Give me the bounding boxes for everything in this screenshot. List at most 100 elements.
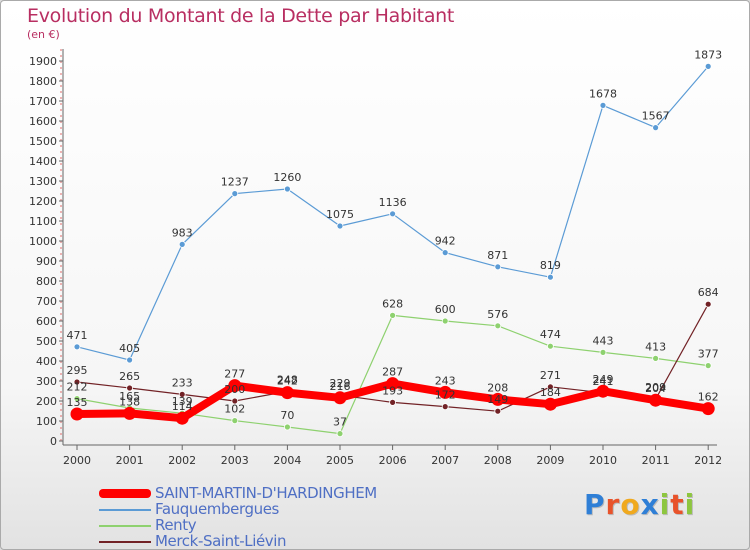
legend-swatch: [99, 525, 151, 527]
data-label-renty: 212: [67, 381, 88, 394]
logo-letter: i: [684, 488, 696, 521]
data-point-renty: [441, 317, 449, 325]
x-tick-label: 2003: [221, 454, 249, 467]
data-label-fauquembergues: 1873: [694, 48, 722, 61]
data-point-fauquembergues: [441, 249, 449, 257]
data-point-renty: [599, 348, 607, 356]
data-point-saint-martin-d-hardinghem: [649, 393, 663, 407]
data-label-renty: 474: [540, 328, 561, 341]
chart-unit-label: (en €): [27, 28, 60, 41]
data-label-saint-martin-d-hardinghem: 277: [224, 368, 245, 381]
x-tick-label: 2006: [379, 454, 407, 467]
legend-label: Merck-Saint-Liévin: [155, 532, 287, 550]
data-point-merck-saint-li-vin: [547, 383, 554, 391]
data-label-renty: 139: [172, 395, 193, 408]
axes: 0 100 200 300 400 500 600 700 800 900 1000 1100 1200…: [29, 49, 722, 467]
data-label-renty: 165: [119, 390, 140, 403]
data-label-saint-martin-d-hardinghem: 184: [540, 386, 561, 399]
data-point-saint-martin-d-hardinghem: [228, 379, 242, 393]
y-tick-label: 100: [36, 415, 57, 428]
chart-title: Evolution du Montant de la Dette par Hab…: [27, 5, 455, 27]
data-point-renty: [494, 322, 502, 330]
data-label-merck-saint-li-vin: 271: [540, 369, 561, 382]
data-point-fauquembergues: [126, 356, 134, 364]
data-label-fauquembergues: 1260: [273, 171, 301, 184]
data-label-merck-saint-li-vin: 233: [172, 376, 193, 389]
data-point-merck-saint-li-vin: [494, 407, 502, 415]
y-tick-label: 200: [36, 395, 57, 408]
data-point-fauquembergues: [283, 185, 291, 193]
data-label-renty: 576: [487, 308, 508, 321]
y-tick-label: 1100: [29, 215, 57, 228]
data-label-fauquembergues: 471: [67, 329, 88, 342]
data-point-renty: [389, 311, 397, 319]
data-point-fauquembergues: [494, 263, 502, 271]
data-label-saint-martin-d-hardinghem: 208: [487, 381, 508, 394]
data-point-saint-martin-d-hardinghem: [280, 386, 294, 400]
data-point-fauquembergues: [178, 240, 186, 248]
y-tick-label: 0: [50, 435, 57, 448]
x-tick-label: 2001: [116, 454, 144, 467]
data-label-merck-saint-li-vin: 172: [435, 389, 456, 402]
x-tick-label: 2009: [536, 454, 564, 467]
data-point-saint-martin-d-hardinghem: [596, 384, 610, 398]
y-tick-label: 500: [36, 335, 57, 348]
data-label-merck-saint-li-vin: 248: [277, 373, 298, 386]
data-label-saint-martin-d-hardinghem: 162: [698, 391, 719, 404]
data-label-merck-saint-li-vin: 265: [119, 370, 140, 383]
data-label-saint-martin-d-hardinghem: 216: [330, 380, 351, 393]
data-label-saint-martin-d-hardinghem: 204: [645, 382, 666, 395]
data-point-merck-saint-li-vin: [178, 390, 186, 398]
legend-swatch: [99, 489, 151, 498]
x-tick-label: 2011: [642, 454, 670, 467]
y-tick-label: 1800: [29, 75, 57, 88]
data-label-merck-saint-li-vin: 149: [487, 393, 508, 406]
data-point-saint-martin-d-hardinghem: [70, 407, 84, 421]
data-point-saint-martin-d-hardinghem: [543, 397, 557, 411]
x-tick-label: 2010: [589, 454, 617, 467]
data-point-renty: [336, 430, 344, 438]
data-label-merck-saint-li-vin: 229: [330, 377, 351, 390]
x-tick-label: 2002: [168, 454, 196, 467]
data-point-saint-martin-d-hardinghem: [175, 411, 189, 425]
data-label-renty: 377: [698, 348, 719, 361]
data-label-renty: 102: [224, 403, 245, 416]
data-point-renty: [547, 342, 554, 350]
data-label-merck-saint-li-vin: 193: [382, 384, 403, 397]
proxiti-logo: Proxiti: [584, 488, 695, 521]
data-point-fauquembergues: [336, 222, 344, 230]
data-label-merck-saint-li-vin: 295: [67, 364, 88, 377]
data-point-renty: [73, 395, 81, 403]
logo-letter: r: [605, 488, 621, 521]
data-label-fauquembergues: 1075: [326, 208, 354, 221]
legend-label: Fauquembergues: [155, 500, 279, 518]
y-tick-label: 600: [36, 315, 57, 328]
logo-letter: x: [640, 488, 660, 521]
y-tick-label: 800: [36, 275, 57, 288]
data-label-fauquembergues: 871: [487, 249, 508, 262]
data-label-saint-martin-d-hardinghem: 135: [67, 396, 88, 409]
x-tick-label: 2004: [273, 454, 301, 467]
data-label-merck-saint-li-vin: 200: [224, 383, 245, 396]
y-tick-label: 700: [36, 295, 57, 308]
data-label-renty: 600: [435, 303, 456, 316]
data-point-merck-saint-li-vin: [126, 384, 134, 392]
data-point-fauquembergues: [599, 102, 607, 109]
data-point-renty: [231, 417, 239, 425]
y-tick-label: 1200: [29, 195, 57, 208]
y-tick-label: 1400: [29, 155, 57, 168]
data-point-fauquembergues: [652, 124, 659, 131]
x-tick-label: 2012: [694, 454, 722, 467]
data-point-saint-martin-d-hardinghem: [386, 377, 400, 391]
data-point-merck-saint-li-vin: [231, 397, 239, 405]
point-labels: 471 405 983 1237 1260 1075 1136 942 871 819 1678 15…: [67, 48, 723, 428]
data-point-saint-martin-d-hardinghem: [491, 392, 505, 406]
data-label-renty: 628: [382, 297, 403, 310]
data-label-saint-martin-d-hardinghem: 242: [277, 375, 298, 388]
data-point-renty: [652, 354, 659, 362]
y-tick-label: 400: [36, 355, 57, 368]
series-lines: [70, 63, 715, 438]
data-point-renty: [283, 423, 291, 431]
data-label-saint-martin-d-hardinghem: 138: [119, 395, 140, 408]
